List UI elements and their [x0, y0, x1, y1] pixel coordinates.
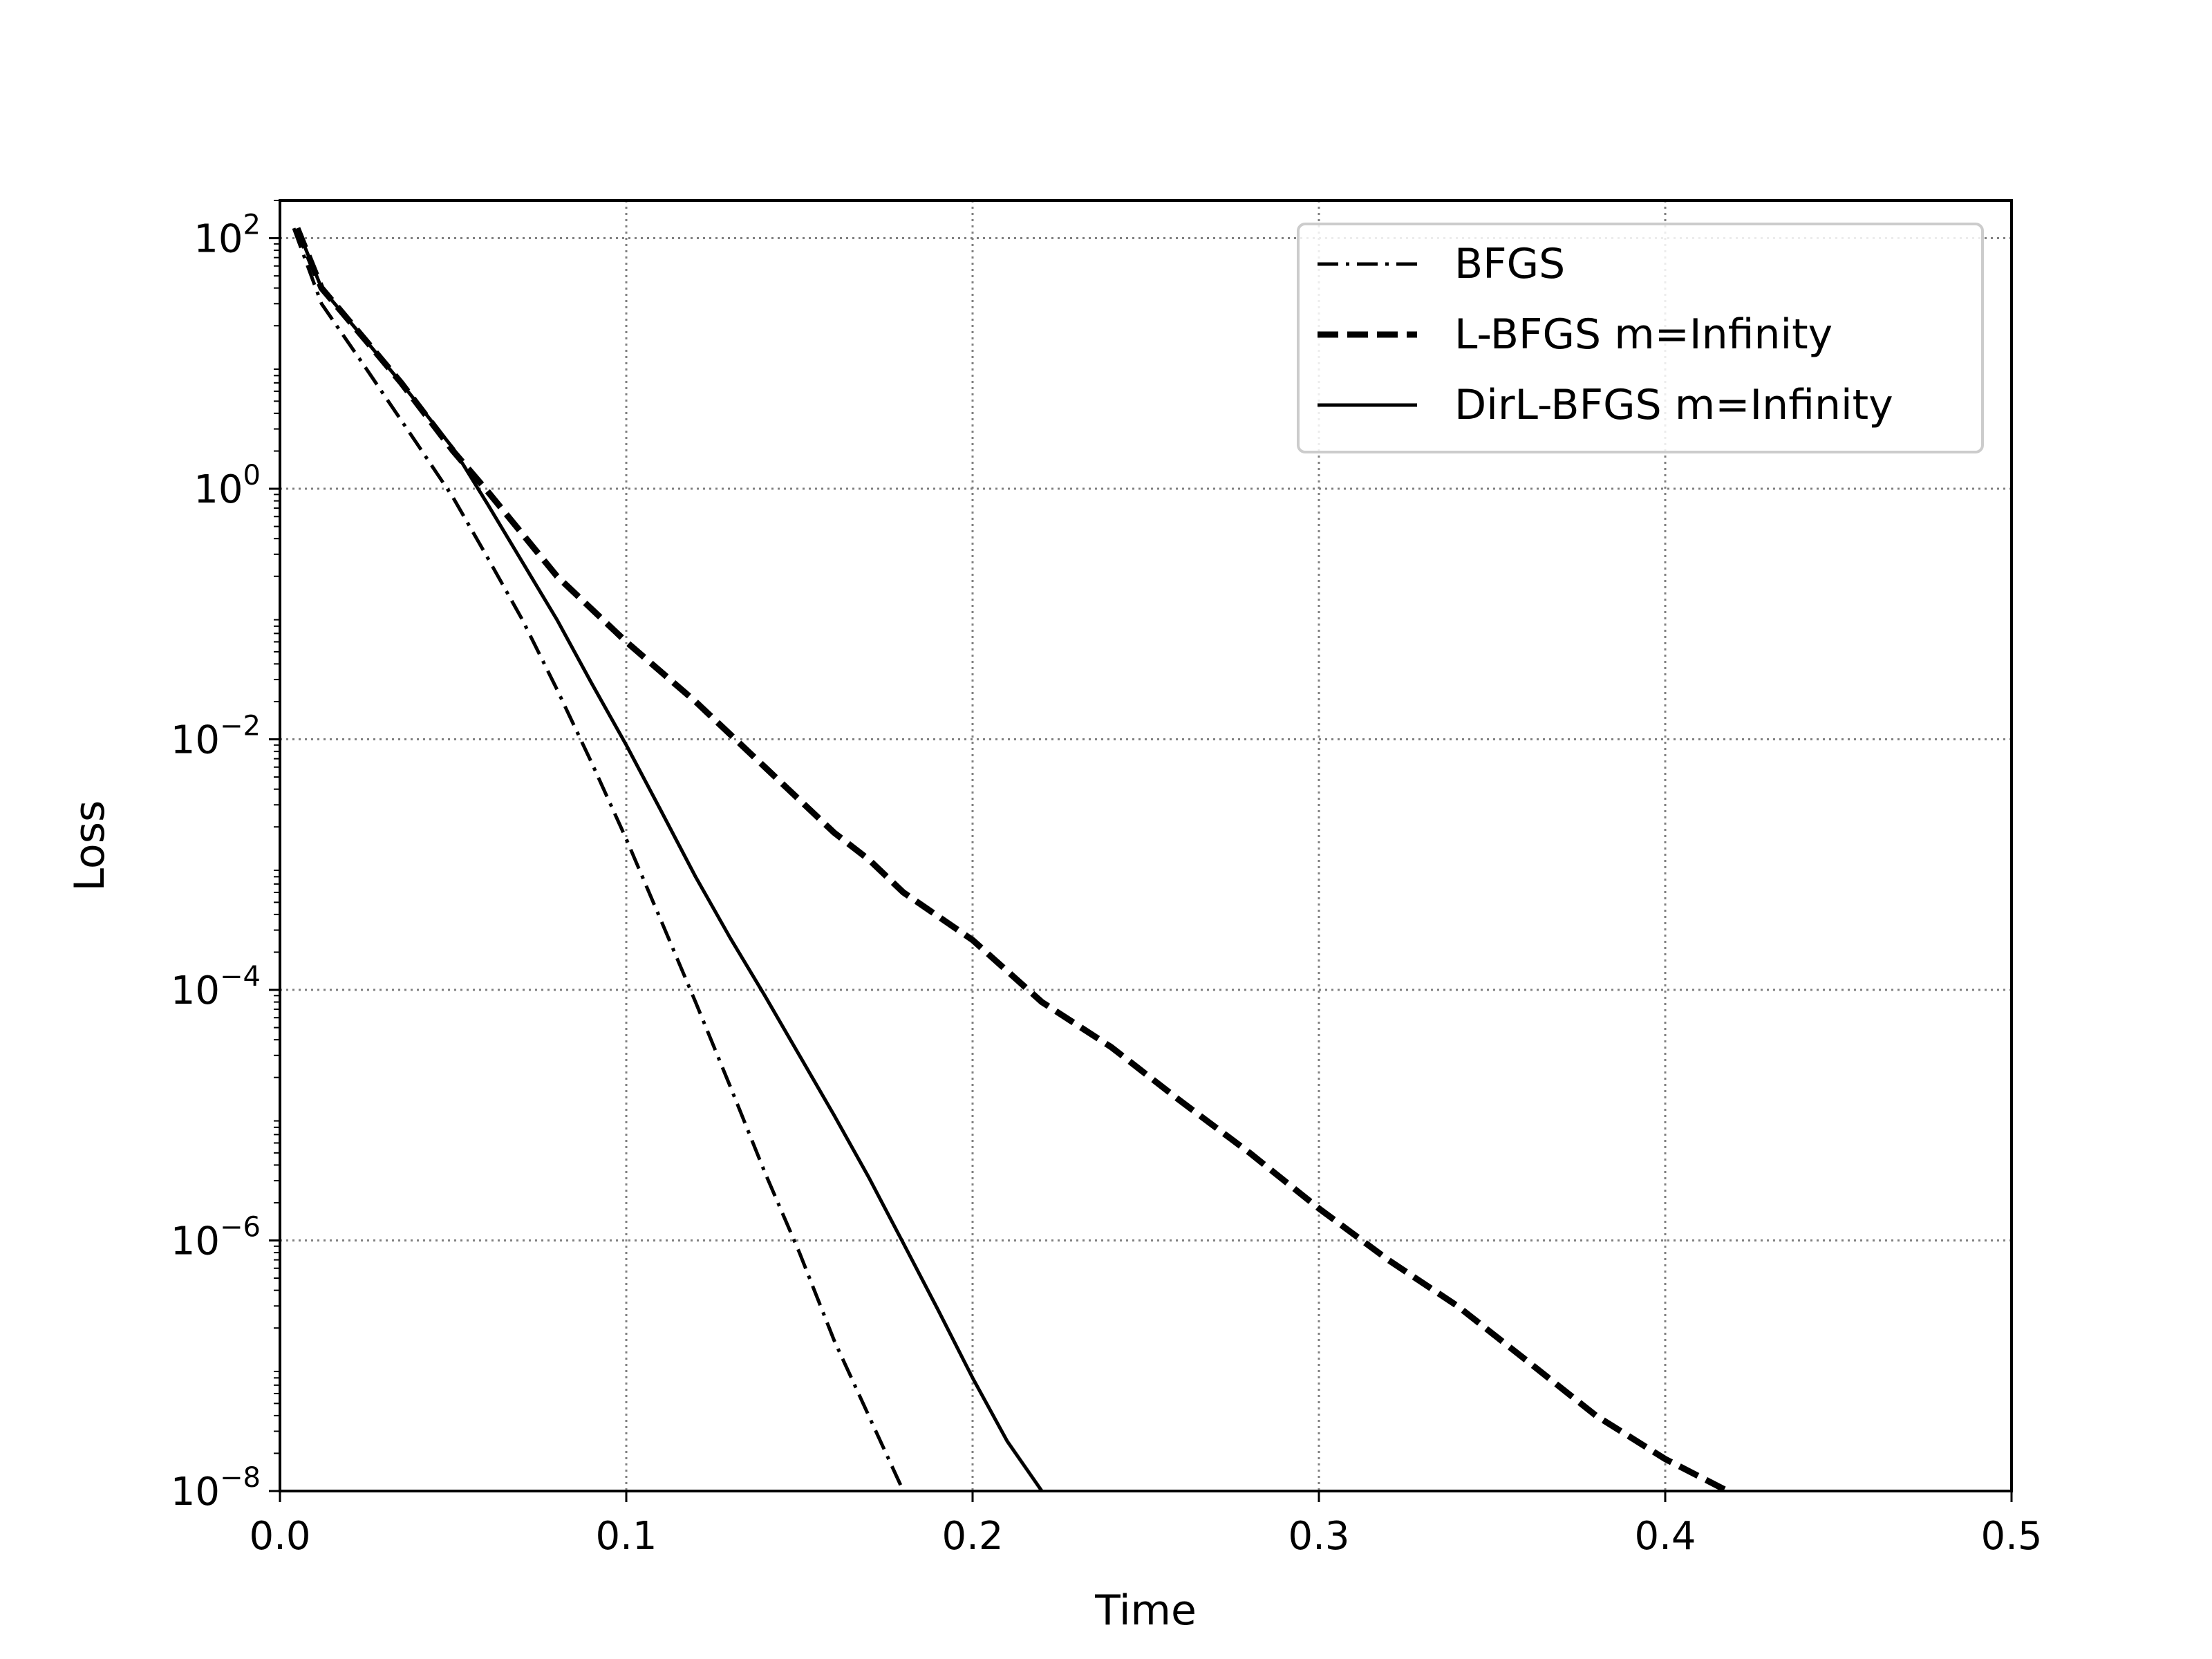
y-tick-base: 10	[171, 718, 220, 763]
y-tick-base: 10	[171, 968, 220, 1013]
y-tick-exponent: −2	[220, 711, 261, 742]
y-axis-label: Loss	[66, 800, 114, 892]
y-tick-exponent: −4	[220, 961, 261, 993]
x-tick-label: 0.1	[595, 1514, 657, 1559]
legend-box	[1297, 223, 1984, 453]
series-layer	[292, 227, 1730, 1491]
y-tick-label: 10−6	[171, 1212, 261, 1264]
y-tick-base: 10	[171, 1470, 220, 1515]
y-tick-label: 102	[194, 209, 261, 262]
x-tick-label: 0.3	[1288, 1514, 1349, 1559]
y-tick-base: 10	[194, 467, 243, 512]
series-line-bfgs	[292, 227, 906, 1491]
y-tick-exponent: 2	[243, 209, 261, 241]
y-tick-base: 10	[194, 217, 243, 262]
x-tick-label: 0.5	[1980, 1514, 2042, 1559]
y-tick-exponent: −8	[220, 1462, 261, 1494]
y-tick-label: 10−8	[171, 1462, 261, 1515]
y-tick-label: 10−4	[171, 961, 261, 1013]
legend-label: L-BFGS m=Infinity	[1454, 310, 1833, 359]
legend-label: DirL-BFGS m=Infinity	[1454, 381, 1893, 429]
y-tick-exponent: 0	[243, 460, 261, 491]
x-tick-label: 0.0	[249, 1514, 310, 1559]
x-axis-label: Time	[1094, 1586, 1197, 1635]
y-tick-label: 100	[194, 460, 261, 512]
x-tick-label: 0.2	[941, 1514, 1003, 1559]
y-tick-exponent: −6	[220, 1212, 261, 1244]
plot-frame	[279, 199, 2013, 1492]
x-tick-label: 0.4	[1634, 1514, 1696, 1559]
y-tick-label: 10−2	[171, 711, 261, 763]
series-line-dirl-bfgs-m-infinity	[295, 227, 1044, 1491]
y-tick-base: 10	[171, 1219, 220, 1264]
legend-label: BFGS	[1454, 240, 1565, 288]
legend: BFGS L-BFGS m=Infinity DirL-BFGS m=Infinit…	[1297, 223, 1984, 453]
